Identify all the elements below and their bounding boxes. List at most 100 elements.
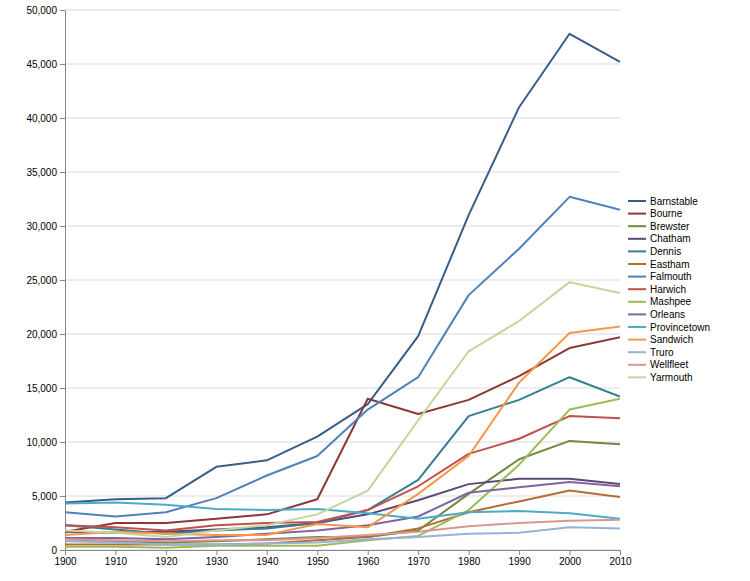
series-line (65, 197, 620, 517)
series-line (65, 479, 620, 533)
legend-swatch (628, 339, 646, 341)
y-tick: 5,000 (32, 491, 65, 502)
grid-line (65, 496, 620, 497)
x-tick-label: 2000 (559, 556, 582, 567)
y-tick: 35,000 (26, 167, 65, 178)
legend-swatch (628, 250, 646, 252)
x-tick-label: 2010 (609, 556, 632, 567)
legend-swatch (628, 225, 646, 227)
y-tick-mark (60, 226, 65, 227)
y-tick-mark (60, 172, 65, 173)
legend-swatch (628, 276, 646, 278)
legend-label: Falmouth (650, 271, 692, 282)
series-line (65, 441, 620, 543)
y-tick: 25,000 (26, 275, 65, 286)
x-tick: 1970 (408, 550, 431, 567)
x-tick-mark (115, 550, 116, 555)
x-tick-label: 1950 (307, 556, 330, 567)
series-line (65, 502, 620, 518)
y-tick-label: 25,000 (26, 275, 57, 286)
x-tick-mark (469, 550, 470, 555)
legend-label: Wellfleet (650, 359, 688, 370)
series-line (65, 520, 620, 542)
y-tick-mark (60, 550, 65, 551)
x-tick-mark (267, 550, 268, 555)
x-tick: 1950 (307, 550, 330, 567)
y-tick: 20,000 (26, 329, 65, 340)
series-line (65, 377, 620, 534)
x-tick-label: 1970 (408, 556, 431, 567)
x-tick-mark (570, 550, 571, 555)
x-tick-mark (418, 550, 419, 555)
y-tick-label: 0 (51, 545, 57, 556)
y-tick: 0 (51, 545, 65, 556)
x-tick: 1920 (155, 550, 178, 567)
y-tick: 50,000 (26, 5, 65, 16)
plot: 0 5,000 10,000 15,000 20,000 25,000 30,000 35,0… (26, 5, 632, 567)
x-tick: 1980 (458, 550, 481, 567)
legend-label: Sandwich (650, 334, 693, 345)
x-tick-mark (317, 550, 318, 555)
x-tick-label: 1990 (508, 556, 531, 567)
x-tick-mark (519, 550, 520, 555)
legend-label: Orleans (650, 309, 685, 320)
x-tick-label: 1980 (458, 556, 481, 567)
legend-label: Mashpee (650, 296, 692, 307)
y-tick-mark (60, 334, 65, 335)
x-axis-line (66, 550, 621, 551)
legend-swatch (628, 376, 646, 378)
y-tick-label: 10,000 (26, 437, 57, 448)
grid-line (65, 550, 620, 551)
legend-swatch (628, 351, 646, 353)
y-tick-label: 5,000 (32, 491, 57, 502)
lines (65, 34, 620, 548)
x-tick-label: 1930 (206, 556, 229, 567)
legend-swatch (628, 364, 646, 366)
legend-label: Harwich (650, 284, 686, 295)
x-tick-mark (65, 550, 66, 555)
x-tick: 1940 (256, 550, 279, 567)
y-tick-label: 35,000 (26, 167, 57, 178)
grid-line (65, 442, 620, 443)
y-tick: 15,000 (26, 383, 65, 394)
grid-line (65, 10, 620, 11)
x-tick: 1990 (508, 550, 531, 567)
grid-line (65, 172, 620, 173)
legend-label: Eastham (650, 259, 689, 270)
y-tick-mark (60, 280, 65, 281)
x-axis: 1900 1910 1920 1930 1940 1950 1960 1970 1980 1990… (54, 550, 632, 567)
y-tick-label: 45,000 (26, 59, 57, 70)
x-tick-mark (620, 550, 621, 555)
grid-line (65, 226, 620, 227)
legend-swatch (628, 200, 646, 202)
grid-line (65, 64, 620, 65)
legend: BarnstableBourneBrewsterChathamDennisEas… (628, 196, 710, 383)
x-tick-label: 1920 (155, 556, 178, 567)
grid-line (65, 388, 620, 389)
legend-label: Yarmouth (650, 372, 693, 383)
x-tick: 2010 (609, 550, 632, 567)
series-line (65, 416, 620, 530)
y-tick: 30,000 (26, 221, 65, 232)
legend-label: Barnstable (650, 196, 698, 207)
x-tick-label: 1910 (105, 556, 128, 567)
y-tick-mark (60, 64, 65, 65)
x-tick-label: 1960 (357, 556, 380, 567)
x-tick: 1910 (105, 550, 128, 567)
x-tick: 1900 (54, 550, 77, 567)
y-tick-label: 50,000 (26, 5, 57, 16)
legend-swatch (628, 213, 646, 215)
y-axis: 0 5,000 10,000 15,000 20,000 25,000 30,000 35,0… (26, 5, 65, 556)
y-tick: 10,000 (26, 437, 65, 448)
grid-line (65, 280, 620, 281)
legend-swatch (628, 238, 646, 240)
x-tick-mark (166, 550, 167, 555)
legend-swatch (628, 288, 646, 290)
y-tick-label: 15,000 (26, 383, 57, 394)
legend-swatch (628, 263, 646, 265)
y-tick-label: 20,000 (26, 329, 57, 340)
x-tick: 1960 (357, 550, 380, 567)
y-tick-label: 30,000 (26, 221, 57, 232)
x-tick-label: 1900 (54, 556, 77, 567)
grid-line (65, 334, 620, 335)
